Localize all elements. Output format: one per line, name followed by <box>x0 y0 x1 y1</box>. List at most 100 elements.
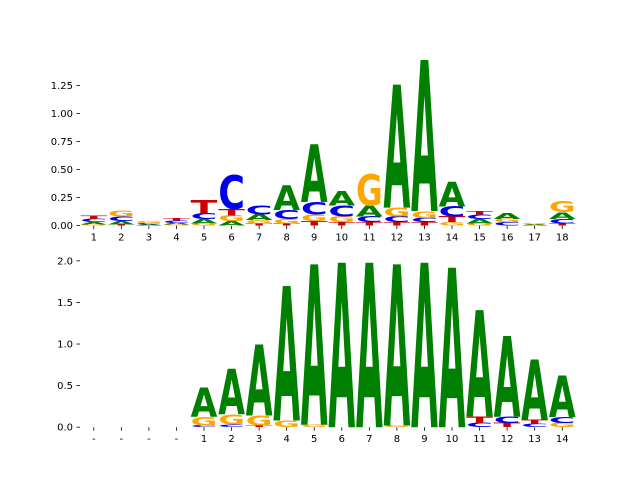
logo-letter-C: C <box>163 220 190 224</box>
logo-letter-T: T <box>466 414 493 425</box>
x-tick-label: 4 <box>173 233 179 244</box>
logo-letter-C: C <box>136 223 163 225</box>
y-tick-label: 0.75 <box>51 137 73 148</box>
logo-letter-A: A <box>411 218 438 480</box>
logo-letter-C: C <box>466 213 493 220</box>
logo-letter-T: T <box>218 207 245 218</box>
x-tick-label: - <box>175 434 179 445</box>
x-tick-label: 6 <box>228 233 234 244</box>
x-tick-label: 8 <box>283 233 289 244</box>
logo-letter-G: G <box>136 221 163 224</box>
logo-letter-T: T <box>328 221 355 227</box>
x-tick-label: 13 <box>418 233 431 244</box>
logo-letter-C: C <box>273 208 300 222</box>
logo-letter-G: G <box>356 167 383 216</box>
logo-letter-C: C <box>301 199 328 219</box>
x-tick-label: 12 <box>501 434 514 445</box>
logo-letter-G: G <box>328 215 355 224</box>
logo-letter-G: G <box>246 413 273 429</box>
logo-letter-A: A <box>273 251 300 465</box>
logo-letter-G: G <box>191 415 218 428</box>
logo-letter-A: A <box>191 381 218 428</box>
y-tick-label: 0.50 <box>51 165 73 176</box>
logo-letter-C: C <box>218 166 245 220</box>
x-tick-label: 1 <box>201 434 207 445</box>
logo-letter-T: T <box>246 425 273 428</box>
logo-letter-A: A <box>549 366 576 431</box>
logo-letter-T: T <box>191 197 218 218</box>
logo-letter-T: T <box>273 223 300 227</box>
logo-letter-A: A <box>273 180 300 219</box>
y-tick-label: 1.5 <box>57 298 73 309</box>
logo-letter-A: A <box>246 213 274 222</box>
y-tick-label: 0.00 <box>51 221 73 232</box>
logo-letter-G: G <box>218 214 245 223</box>
logo-letter-A: A <box>328 218 355 480</box>
logo-letter-C: C <box>549 218 576 225</box>
logo-letter-G: G <box>521 223 548 225</box>
logo-letter-A: A <box>218 220 245 227</box>
logo-letter-C: C <box>494 414 521 425</box>
logo-letter-C: C <box>328 203 355 221</box>
logo-letter-G: G <box>384 205 411 219</box>
logo-letter-T: T <box>439 215 467 224</box>
logo-letter-G: G <box>439 221 466 227</box>
logo-letter-G: G <box>301 424 328 428</box>
logo-letter-G: G <box>108 210 135 219</box>
logo-letter-T: T <box>466 210 493 216</box>
logo-letter-C: C <box>191 425 218 428</box>
logo-letter-A: A <box>301 130 328 223</box>
logo-letter-G: G <box>163 224 190 226</box>
logo-letter-A: A <box>521 224 548 226</box>
x-tick-label: 14 <box>446 233 459 244</box>
logo-letter-C: C <box>384 215 411 224</box>
logo-letter-C: C <box>246 203 273 217</box>
logo-letter-C: C <box>549 416 576 425</box>
x-tick-label: - <box>147 434 151 445</box>
logo-letter-T: T <box>108 224 135 226</box>
y-tick-label: 2.0 <box>57 256 73 267</box>
logo-letter-C: C <box>218 424 245 428</box>
logo-letter-T: T <box>301 220 329 227</box>
logo-letter-G: G <box>80 224 107 226</box>
logo-letter-G: G <box>218 412 245 428</box>
logo-letter-A: A <box>466 281 493 451</box>
logo-letter-A: A <box>411 19 438 260</box>
x-tick-label: 11 <box>363 233 376 244</box>
x-tick-label: 10 <box>335 233 348 244</box>
y-tick-label: 1.25 <box>51 81 73 92</box>
logo-letter-G: G <box>273 218 300 225</box>
logo-letter-T: T <box>549 223 576 227</box>
logo-letter-G: G <box>466 223 493 227</box>
x-tick-label: 5 <box>311 434 317 445</box>
x-tick-label: 10 <box>446 434 459 445</box>
logo-letter-G: G <box>246 219 273 225</box>
logo-letter-C: C <box>411 217 438 224</box>
logo-letter-T: T <box>356 221 383 227</box>
x-tick-label: 15 <box>473 233 486 244</box>
logo-letter-T: T <box>163 217 190 222</box>
x-tick-label: 18 <box>556 233 569 244</box>
logo-letter-T: T <box>521 419 549 426</box>
x-tick-label: - <box>120 434 124 445</box>
logo-letter-C: C <box>80 218 107 224</box>
x-tick-label: 3 <box>146 233 152 244</box>
logo-letter-A: A <box>549 210 577 221</box>
x-tick-label: 16 <box>501 233 514 244</box>
x-tick-label: 1 <box>91 233 97 244</box>
y-tick-label: 0.5 <box>57 381 73 392</box>
logo-letter-C: C <box>439 204 466 220</box>
logo-letter-T: T <box>384 221 411 227</box>
logo-letter-G: G <box>273 419 300 430</box>
x-tick-label: 3 <box>256 434 262 445</box>
y-tick-label: 0.25 <box>51 193 73 204</box>
logo-letter-A: A <box>384 53 411 249</box>
x-tick-label: 2 <box>118 233 124 244</box>
logo-letter-A: A <box>301 221 328 477</box>
logo-letter-A: A <box>246 326 273 439</box>
logo-letter-C: C <box>466 422 493 429</box>
y-tick-label: 1.0 <box>57 340 73 351</box>
